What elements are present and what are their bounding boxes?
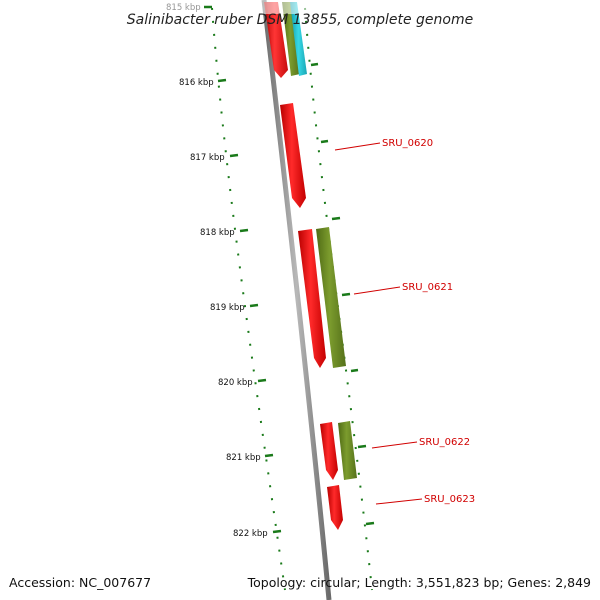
tick-mark: [249, 303, 259, 308]
tick-label: 815 kbp: [166, 3, 201, 13]
genome-backbone: [261, 0, 332, 600]
tick-mark: [217, 78, 227, 83]
tick-mark: [357, 444, 367, 449]
gene-label-sru0620[interactable]: SRU_0620: [382, 138, 433, 149]
tick-label: 818 kbp: [200, 228, 235, 238]
tick-label: 819 kbp: [210, 303, 245, 313]
label-leader-lines: [334, 142, 423, 505]
tick-mark: [350, 368, 359, 373]
tick-mark: [341, 292, 351, 297]
gene-feature-arrow[interactable]: [282, 2, 300, 76]
tick-labels: 815 kbp 816 kbp 817 kbp 818 kbp 819 kbp …: [166, 3, 268, 539]
tick-mark: [310, 62, 319, 67]
tick-label: 817 kbp: [190, 153, 225, 163]
tick-mark: [320, 139, 329, 144]
tick-mark: [272, 529, 282, 534]
tick-label: 816 kbp: [179, 78, 214, 88]
tick-label: 821 kbp: [226, 453, 261, 463]
tick-mark: [331, 216, 341, 221]
tick-mark: [239, 228, 249, 233]
cds-feature-arrow[interactable]: [298, 229, 326, 368]
gene-feature-arrow[interactable]: [338, 421, 357, 480]
tick-mark: [264, 453, 274, 458]
cds-feature-arrow[interactable]: [327, 485, 343, 530]
cds-feature-arrow[interactable]: [280, 103, 306, 208]
leader-line: [375, 498, 423, 505]
rna-feature-arrow[interactable]: [290, 2, 307, 76]
leader-line: [353, 286, 401, 295]
cds-feature-arrow[interactable]: [264, 2, 288, 78]
gene-feature-arrow[interactable]: [316, 227, 346, 368]
leader-line: [371, 441, 418, 449]
tick-mark: [257, 378, 267, 383]
accession-text: Accession: NC_007677: [9, 575, 151, 590]
tick-label: 820 kbp: [218, 378, 253, 388]
gene-label-sru0622[interactable]: SRU_0622: [419, 437, 470, 448]
tick-mark: [365, 521, 375, 526]
leader-line: [334, 142, 381, 151]
tick-marks: [204, 5, 375, 534]
gene-label-sru0623[interactable]: SRU_0623: [424, 494, 475, 505]
feature-fade: [258, 0, 310, 14]
tick-mark: [229, 153, 239, 158]
genome-summary-text: Topology: circular; Length: 3,551,823 bp…: [247, 575, 591, 590]
gene-labels: SRU_0620 SRU_0621 SRU_0622 SRU_0623: [382, 138, 475, 505]
top-feature-cluster: [258, 0, 310, 78]
cds-feature-arrow[interactable]: [320, 422, 338, 480]
page-title: Salinibacter ruber DSM 13855, complete g…: [127, 12, 473, 28]
gene-label-sru0621[interactable]: SRU_0621: [402, 282, 453, 293]
tick-label: 822 kbp: [233, 529, 268, 539]
